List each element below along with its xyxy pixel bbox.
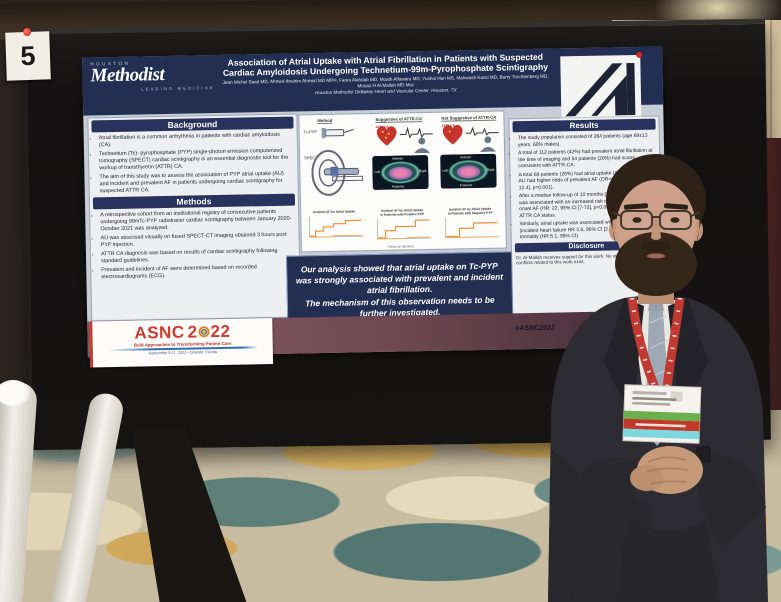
results-header: Results bbox=[512, 118, 656, 133]
methods-bullet: Prevalent and incident of AF were determ… bbox=[101, 264, 295, 282]
methodist-m-glyph bbox=[565, 62, 636, 117]
board-number: 5 bbox=[19, 40, 37, 71]
finger-lines bbox=[645, 456, 689, 485]
patient-icon bbox=[480, 136, 497, 152]
hand bbox=[630, 465, 664, 491]
km-xaxis-label: Follow-up (Months) bbox=[387, 244, 414, 249]
houston-methodist-logo: HOUSTON Methodist LEADING MEDICINE bbox=[90, 59, 215, 111]
heart-icon bbox=[376, 126, 397, 146]
scan-label-anterior: Anterior bbox=[392, 156, 404, 161]
heart-label: ATTR-CA bbox=[441, 123, 455, 128]
conference-badge bbox=[622, 384, 702, 444]
scan-label-right: Right bbox=[418, 169, 427, 174]
km-chart-positive-pyp: Incident AF by Atrial Uptake in Patients… bbox=[371, 208, 434, 244]
glasses-icon bbox=[611, 210, 701, 230]
poster-tube-cap bbox=[0, 380, 30, 406]
km-curve bbox=[308, 216, 364, 238]
scan-label-left: Left bbox=[442, 168, 448, 173]
asnc-year-post: 22 bbox=[210, 321, 231, 342]
km-chart-overall: Incident AF by Atrial Uptake bbox=[303, 209, 366, 245]
spect-ct-image-positive: Anterior Left Right Posterior bbox=[372, 154, 429, 191]
scan-label-posterior: Posterior bbox=[459, 183, 473, 188]
figure-panel: Method Tc-PYP SPECT Suggestive of ATTR-C… bbox=[299, 111, 506, 252]
badge-stripe-cyan bbox=[623, 428, 700, 440]
mustache bbox=[641, 242, 671, 252]
background-header: Background bbox=[91, 116, 294, 133]
background-bullet: Technetium (Tc)- pyrophosphate (PYP) sin… bbox=[99, 148, 293, 173]
nose bbox=[651, 218, 661, 240]
spect-scanner-icon bbox=[311, 149, 364, 196]
beard bbox=[615, 232, 697, 296]
background-bullet: Atrial fibrillation is a common arrhythm… bbox=[99, 132, 293, 150]
syringe-icon bbox=[321, 127, 354, 139]
positive-column-header: Suggestive of ATTR-CA bbox=[375, 116, 423, 123]
ecg-trace-icon bbox=[399, 126, 433, 139]
background-bullets: Atrial fibrillation is a common arrhythm… bbox=[89, 130, 298, 195]
spect-ct-image-negative: Anterior Left Right Posterior bbox=[440, 153, 497, 189]
asnc-zero-icon bbox=[198, 326, 210, 338]
presenter-person bbox=[548, 154, 768, 602]
methods-bullets: A retrospective cohort from an instituti… bbox=[90, 208, 299, 282]
scan-label-left: Left bbox=[374, 169, 380, 175]
scan-label-posterior: Posterior bbox=[391, 184, 405, 189]
pushpin-icon bbox=[23, 27, 32, 37]
scan-label-anterior: Anterior bbox=[460, 155, 472, 160]
lanyard-strap bbox=[662, 297, 685, 389]
scan-label-right: Right bbox=[486, 167, 495, 172]
methods-bullet: A retrospective cohort from an instituti… bbox=[100, 209, 294, 234]
title-block: Association of Atrial Uptake with Atrial… bbox=[216, 52, 555, 98]
sleeve-right bbox=[692, 453, 766, 548]
lips bbox=[647, 253, 665, 259]
methodist-m-logo bbox=[560, 51, 643, 121]
left-column: Background Atrial fibrillation is a comm… bbox=[88, 114, 301, 321]
asnc-brand-text: ASNC bbox=[134, 322, 185, 343]
lanyard-strap bbox=[627, 297, 660, 390]
background-bullet: The aim of this study was to assess the … bbox=[99, 171, 293, 196]
km-curve bbox=[377, 218, 432, 240]
methods-header: Methods bbox=[92, 193, 296, 210]
heart-label: ATTR-CA bbox=[375, 124, 389, 129]
research-poster: HOUSTON Methodist LEADING MEDICINE Assoc… bbox=[82, 46, 668, 368]
eye bbox=[670, 217, 680, 223]
asnc-logo: ASNC 2 22 Bold Approaches to Transformin… bbox=[89, 317, 274, 368]
wristwatch-icon bbox=[696, 446, 711, 463]
logo-tagline: LEADING MEDICINE bbox=[141, 85, 215, 92]
eyebrow bbox=[663, 203, 688, 210]
hair-front bbox=[615, 167, 697, 206]
jacket-lower bbox=[616, 516, 720, 602]
badge-stripe-green bbox=[623, 410, 700, 422]
asnc-year-pre: 2 bbox=[187, 322, 198, 342]
ecg-trace-icon bbox=[465, 126, 499, 137]
eye bbox=[632, 217, 642, 223]
methods-bullet: AU was assessed visually on fused SPECT-… bbox=[101, 232, 295, 250]
results-bullet: The study population consisted of 264 pa… bbox=[518, 133, 655, 149]
figure-method-header: Method bbox=[317, 117, 333, 125]
pushpin-icon bbox=[636, 51, 643, 58]
heart-icon bbox=[442, 124, 463, 145]
tracer-label: Tc-PYP bbox=[303, 129, 318, 135]
methods-bullet: ATTR CA diagnosis was based on results o… bbox=[101, 248, 295, 266]
eyebrow bbox=[624, 203, 649, 210]
patient-icon bbox=[414, 137, 431, 154]
km-chart-negative-pyp: Incident AF by Atrial Uptake in Patients… bbox=[439, 207, 502, 243]
km-curve bbox=[445, 217, 500, 239]
board-number-card: 5 bbox=[5, 27, 51, 81]
logo-methodist-text: Methodist bbox=[90, 64, 165, 87]
negative-column-header: Not Suggestive of ATTR-CA bbox=[441, 114, 497, 122]
